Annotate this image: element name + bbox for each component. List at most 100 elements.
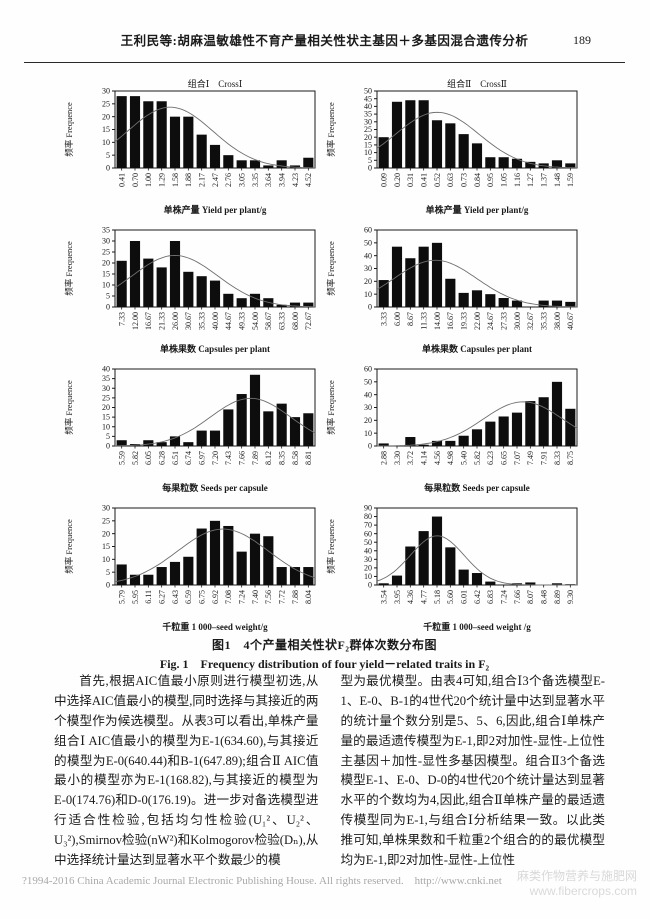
running-head-title: 王利民等:胡麻温敏雄性不育产量相关性状主基因＋多基因混合遗传分析 [120, 34, 529, 48]
svg-text:20: 20 [102, 112, 110, 121]
svg-text:7.40: 7.40 [251, 590, 260, 604]
svg-text:1.48: 1.48 [553, 173, 562, 187]
histogram-cross2-seeds-per-capsule: 0 10 20 30 40 50 60 2.88 3.30 3.72 4.14 4.56 4.98 5.4… [325, 356, 587, 495]
svg-text:频率 Frequence: 频率 Frequence [64, 102, 74, 157]
svg-text:58.67: 58.67 [264, 312, 273, 330]
svg-text:2.88: 2.88 [380, 451, 389, 465]
histogram-cross1-1000-seed-weight: 0 5 10 15 20 25 30 5.79 5.95 6.11 6.27 6.43 6.59 6.75… [63, 495, 325, 634]
svg-text:频率 Frequence: 频率 Frequence [64, 241, 74, 296]
svg-text:30: 30 [364, 117, 372, 126]
svg-text:30: 30 [102, 87, 110, 96]
histogram-cross1-yield-per-plant: 组合Ⅰ CrossⅠ 0 5 10 15 20 25 30 0.41 0.70 1.00 1.29 1.… [63, 78, 325, 217]
svg-text:20: 20 [102, 403, 110, 412]
svg-text:7.91: 7.91 [540, 451, 549, 465]
svg-text:20: 20 [364, 133, 372, 142]
svg-text:10: 10 [102, 138, 110, 147]
svg-text:6.74: 6.74 [184, 451, 193, 465]
svg-text:单株果数 Capsules per plant: 单株果数 Capsules per plant [422, 343, 532, 354]
svg-text:10: 10 [102, 422, 110, 431]
svg-text:6.92: 6.92 [211, 590, 220, 604]
svg-text:6.97: 6.97 [198, 451, 207, 465]
svg-text:72.67: 72.67 [304, 312, 313, 330]
svg-text:1.16: 1.16 [513, 173, 522, 187]
svg-text:40: 40 [364, 102, 372, 111]
svg-text:25: 25 [102, 393, 110, 402]
svg-text:3.33: 3.33 [380, 312, 389, 326]
svg-text:0.41: 0.41 [420, 173, 429, 187]
watermark-site-name: 麻类作物营养与施肥网 [516, 869, 637, 883]
svg-text:7.43: 7.43 [224, 451, 233, 465]
svg-text:0.70: 0.70 [131, 173, 140, 187]
svg-text:0.73: 0.73 [460, 173, 469, 187]
svg-text:频率 Frequence: 频率 Frequence [326, 241, 336, 296]
svg-text:组合Ⅱ CrossⅡ: 组合Ⅱ CrossⅡ [447, 78, 507, 89]
svg-text:0.95: 0.95 [486, 173, 495, 187]
svg-text:7.66: 7.66 [238, 451, 247, 465]
svg-text:单株产量 Yield per plant/g: 单株产量 Yield per plant/g [426, 204, 529, 215]
figure-caption: 图1 4个产量相关性状F₂群体次数分布图 Fig. 1 Frequency di… [0, 636, 649, 672]
svg-text:50: 50 [364, 377, 372, 386]
svg-text:3.35: 3.35 [251, 173, 260, 187]
histogram-cross2-capsules-per-plant: 0 10 20 30 40 50 60 3.33 6.00 8.67 11.33 14.00 16.67… [325, 217, 587, 356]
svg-text:8.12: 8.12 [264, 451, 273, 465]
svg-text:8.67: 8.67 [406, 312, 415, 326]
svg-text:5.40: 5.40 [460, 451, 469, 465]
svg-text:10: 10 [364, 572, 372, 581]
svg-text:5: 5 [106, 568, 110, 577]
svg-text:1.59: 1.59 [566, 173, 575, 187]
svg-text:8.35: 8.35 [278, 451, 287, 465]
svg-text:20: 20 [364, 416, 372, 425]
svg-text:14.00: 14.00 [433, 312, 442, 330]
svg-text:80: 80 [364, 512, 372, 521]
svg-text:频率 Frequence: 频率 Frequence [64, 380, 74, 435]
svg-text:25: 25 [364, 125, 372, 134]
svg-text:7.66: 7.66 [513, 590, 522, 604]
svg-text:16.67: 16.67 [446, 312, 455, 330]
svg-text:8.81: 8.81 [304, 451, 313, 465]
svg-text:8.48: 8.48 [540, 590, 549, 604]
svg-text:5.95: 5.95 [131, 590, 140, 604]
svg-text:0: 0 [368, 442, 372, 451]
svg-text:6.59: 6.59 [184, 590, 193, 604]
svg-text:8.58: 8.58 [291, 451, 300, 465]
svg-text:2.17: 2.17 [198, 173, 207, 187]
svg-text:50: 50 [364, 238, 372, 247]
svg-text:2.76: 2.76 [224, 173, 233, 187]
svg-text:3.72: 3.72 [406, 451, 415, 465]
svg-text:40: 40 [364, 251, 372, 260]
svg-text:6.43: 6.43 [171, 590, 180, 604]
svg-text:35.33: 35.33 [198, 312, 207, 330]
svg-text:0.52: 0.52 [433, 173, 442, 187]
svg-text:千粒重 1 000–seed weight/g: 千粒重 1 000–seed weight/g [162, 621, 268, 632]
svg-text:单株产量 Yield per plant/g: 单株产量 Yield per plant/g [164, 204, 267, 215]
svg-text:7.72: 7.72 [278, 590, 287, 604]
svg-text:0.63: 0.63 [446, 173, 455, 187]
histogram-cross1-capsules-per-plant: 0 5 10 15 20 25 30 35 7.33 12.00 16.67 21.33 26.00 30… [63, 217, 325, 356]
svg-text:频率 Frequence: 频率 Frequence [326, 519, 336, 574]
svg-text:10: 10 [364, 429, 372, 438]
svg-text:35.33: 35.33 [540, 312, 549, 330]
svg-text:1.00: 1.00 [144, 173, 153, 187]
svg-text:44.67: 44.67 [224, 312, 233, 330]
svg-text:7.33: 7.33 [118, 312, 127, 326]
svg-text:4.52: 4.52 [304, 173, 313, 187]
svg-text:0: 0 [368, 581, 372, 590]
svg-text:5: 5 [368, 156, 372, 165]
svg-text:7.24: 7.24 [238, 590, 247, 604]
svg-text:21.33: 21.33 [158, 312, 167, 330]
svg-text:0.31: 0.31 [406, 173, 415, 187]
svg-text:单株果数 Capsules per plant: 单株果数 Capsules per plant [160, 343, 270, 354]
svg-text:5.82: 5.82 [473, 451, 482, 465]
body-left-paragraph: 首先,根据AIC值最小原则进行模型初选,从中选择AIC值最小的模型,同时选择与其… [54, 674, 319, 868]
svg-text:25: 25 [102, 516, 110, 525]
svg-text:6.27: 6.27 [158, 590, 167, 604]
svg-text:1.29: 1.29 [158, 173, 167, 187]
svg-text:15: 15 [102, 125, 110, 134]
svg-text:24.67: 24.67 [486, 312, 495, 330]
svg-text:40.00: 40.00 [211, 312, 220, 330]
svg-text:30: 30 [364, 264, 372, 273]
svg-text:3.30: 3.30 [393, 451, 402, 465]
svg-text:2.47: 2.47 [211, 173, 220, 187]
cnki-url: http://www.cnki.net [414, 875, 502, 887]
